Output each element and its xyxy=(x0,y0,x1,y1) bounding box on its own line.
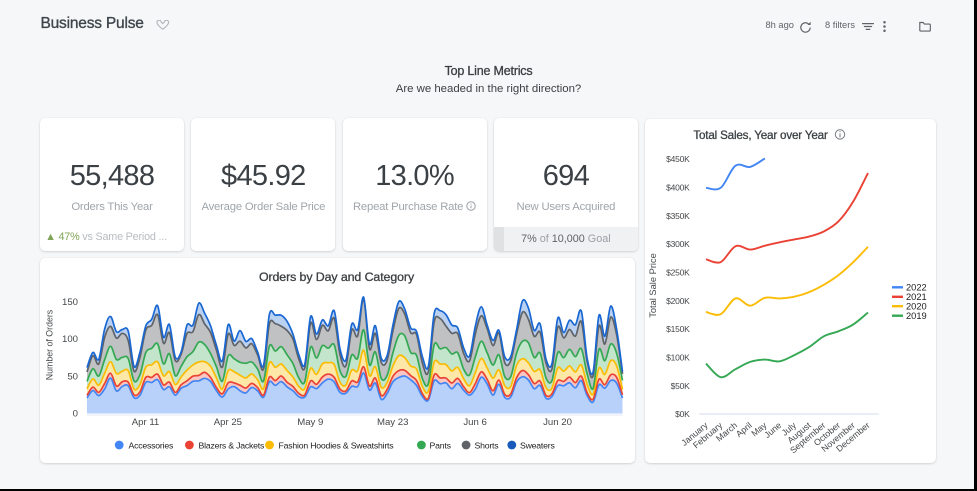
svg-text:Sweaters: Sweaters xyxy=(520,440,555,450)
svg-text:0: 0 xyxy=(73,409,78,420)
svg-text:$150K: $150K xyxy=(666,324,690,334)
svg-text:Number of Orders: Number of Orders xyxy=(45,309,55,380)
svg-text:Apr 25: Apr 25 xyxy=(214,417,242,428)
svg-text:Shorts: Shorts xyxy=(475,440,500,450)
svg-text:Orders by Day and Category: Orders by Day and Category xyxy=(259,270,415,284)
svg-text:Fashion Hoodies & Sweatshirts: Fashion Hoodies & Sweatshirts xyxy=(279,440,395,450)
svg-text:50: 50 xyxy=(67,371,78,382)
svg-text:$0K: $0K xyxy=(675,409,690,419)
svg-text:$300K: $300K xyxy=(666,239,690,249)
svg-text:$250K: $250K xyxy=(666,267,690,277)
svg-text:Apr 11: Apr 11 xyxy=(132,417,160,428)
svg-text:2020: 2020 xyxy=(906,301,927,311)
svg-text:Jun 20: Jun 20 xyxy=(543,417,572,428)
svg-text:$50K: $50K xyxy=(671,380,690,390)
svg-text:Total Sales, Year over Year: Total Sales, Year over Year xyxy=(693,129,828,142)
svg-text:150: 150 xyxy=(62,297,78,308)
svg-text:May 9: May 9 xyxy=(297,417,323,428)
svg-text:100: 100 xyxy=(62,334,78,345)
svg-text:May 23: May 23 xyxy=(377,417,408,428)
svg-text:Total Sale Price: Total Sale Price xyxy=(648,253,658,318)
svg-text:$400K: $400K xyxy=(666,182,690,192)
svg-text:$100K: $100K xyxy=(666,352,690,362)
svg-text:2022: 2022 xyxy=(906,282,927,292)
svg-text:2019: 2019 xyxy=(906,311,927,321)
svg-text:2021: 2021 xyxy=(906,292,927,302)
svg-text:Jun 6: Jun 6 xyxy=(463,417,486,428)
svg-text:$350K: $350K xyxy=(666,210,690,220)
svg-text:Accessories: Accessories xyxy=(129,440,174,450)
svg-text:Pants: Pants xyxy=(430,440,452,450)
svg-text:Blazers & Jackets: Blazers & Jackets xyxy=(199,440,265,450)
svg-text:$450K: $450K xyxy=(666,154,690,164)
svg-text:$200K: $200K xyxy=(666,295,690,305)
